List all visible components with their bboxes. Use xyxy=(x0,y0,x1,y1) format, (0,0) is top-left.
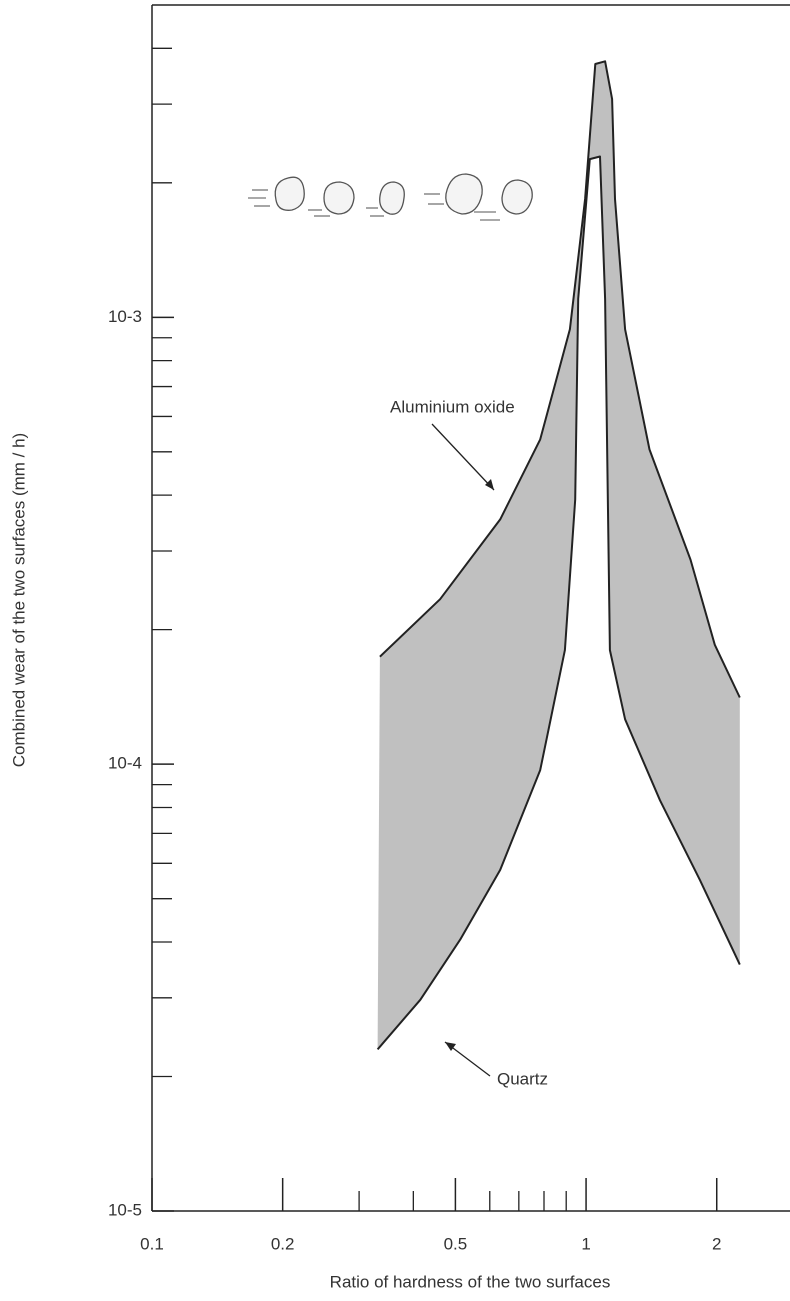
y-tick-label: 10-4 xyxy=(108,754,142,773)
series-label: Aluminium oxide xyxy=(390,397,515,416)
y-axis-title: Combined wear of the two surfaces (mm / … xyxy=(9,433,28,767)
x-tick-label: 2 xyxy=(712,1234,721,1253)
series-line xyxy=(379,60,741,698)
annotation-arrow xyxy=(431,423,495,491)
x-axis-title: Ratio of hardness of the two surfaces xyxy=(330,1272,611,1291)
y-tick-label: 10-5 xyxy=(108,1200,142,1219)
particles xyxy=(248,173,533,221)
x-tick-label: 0.2 xyxy=(271,1234,295,1253)
x-tick-label: 0.1 xyxy=(140,1234,164,1253)
series-line xyxy=(376,155,741,1051)
x-tick-label: 0.5 xyxy=(444,1234,468,1253)
band-fill xyxy=(377,61,740,1050)
x-tick-label: 1 xyxy=(581,1234,590,1253)
arrowhead xyxy=(445,1042,456,1051)
arrowhead xyxy=(485,479,494,490)
series-label: Quartz xyxy=(497,1069,548,1088)
y-tick-label: 10-3 xyxy=(108,307,142,326)
